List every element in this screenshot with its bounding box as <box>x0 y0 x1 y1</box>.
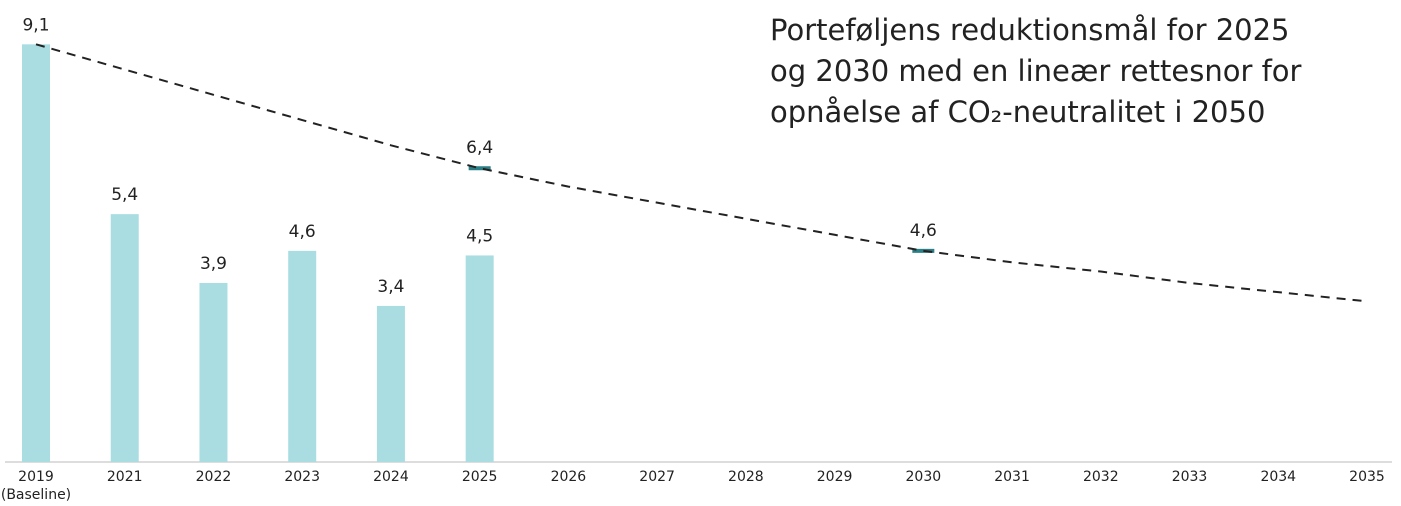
x-tick-label: 2034 <box>1260 469 1297 485</box>
target-marker <box>468 166 491 171</box>
x-tick-label: 2035 <box>1349 469 1385 485</box>
data-label: 3,9 <box>200 254 227 274</box>
chart-title-line: opnåelse af CO₂-neutralitet i 2050 <box>770 95 1265 129</box>
bar <box>288 250 317 462</box>
data-label: 5,4 <box>111 185 138 205</box>
x-tick-label: 2026 <box>550 469 587 485</box>
x-tick-label: 2032 <box>1082 469 1119 485</box>
bar <box>110 214 139 462</box>
x-tick-label: 2019 (Baseline) <box>0 469 72 503</box>
x-tick-label: 2027 <box>639 469 675 485</box>
data-label: 6,4 <box>466 138 493 158</box>
x-tick-label: 2028 <box>728 469 764 485</box>
data-label: 4,6 <box>910 221 937 241</box>
bar <box>22 44 50 463</box>
data-label: 3,4 <box>377 277 404 297</box>
data-label: 4,6 <box>289 222 316 242</box>
x-tick-label: 2033 <box>1171 469 1208 485</box>
x-tick-label: 2029 <box>816 469 853 485</box>
bar <box>465 255 494 462</box>
chart-title-line: og 2030 med en lineær rettesnor for <box>770 54 1302 88</box>
x-tick-label: 2022 <box>195 469 232 485</box>
x-tick-label: 2023 <box>284 469 320 485</box>
bar <box>376 305 405 462</box>
x-tick-label: 2030 <box>905 469 942 485</box>
bar <box>199 282 228 462</box>
target-marker <box>912 248 935 253</box>
x-tick-label: 2024 <box>373 469 409 485</box>
x-tick-label: 2025 <box>461 469 498 485</box>
data-label: 9,1 <box>22 15 49 35</box>
x-tick-label: 2031 <box>994 469 1030 485</box>
chart-title-line: Porteføljens reduktionsmål for 2025 <box>770 13 1290 47</box>
trend-line <box>35 43 1368 303</box>
data-label: 4,5 <box>466 226 493 246</box>
x-tick-label: 2021 <box>106 469 143 485</box>
